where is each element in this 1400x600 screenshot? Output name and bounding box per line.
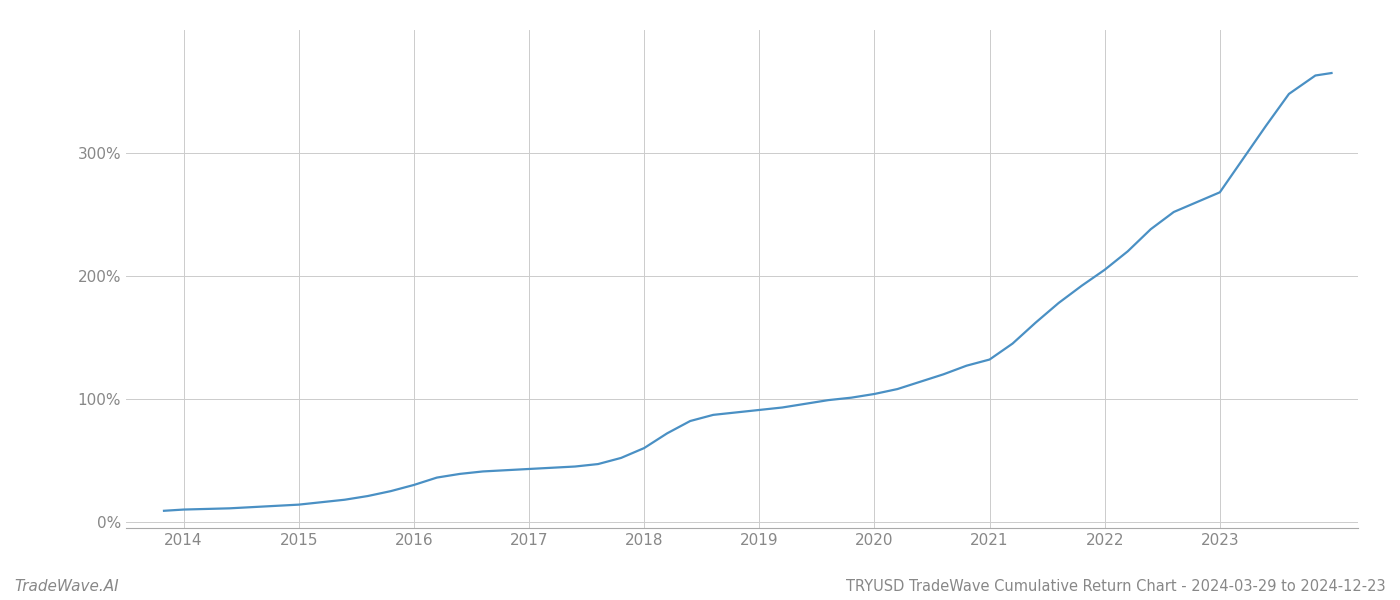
Text: TRYUSD TradeWave Cumulative Return Chart - 2024-03-29 to 2024-12-23: TRYUSD TradeWave Cumulative Return Chart… (847, 579, 1386, 594)
Text: TradeWave.AI: TradeWave.AI (14, 579, 119, 594)
